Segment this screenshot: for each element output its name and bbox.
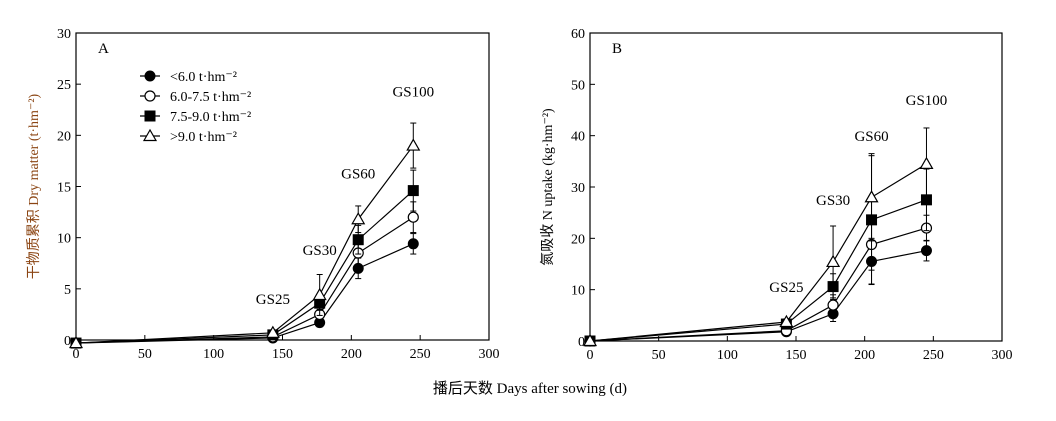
x-axis-label: 播后天数 Days after sowing (d) <box>433 380 627 397</box>
data-point <box>312 287 327 301</box>
legend-label: >9.0 t·hm⁻² <box>170 130 237 145</box>
stage-annotation: GS100 <box>392 84 434 100</box>
legend-marker <box>144 110 156 122</box>
y-tick-label: 15 <box>57 181 71 196</box>
x-tick-label: 200 <box>341 347 362 362</box>
data-point <box>826 254 841 268</box>
y-tick-label: 50 <box>571 78 585 93</box>
y-tick-label: 60 <box>571 27 585 42</box>
stage-annotation: GS60 <box>341 166 375 182</box>
x-tick-label: 0 <box>73 347 80 362</box>
y-tick-label: 10 <box>571 284 585 299</box>
x-tick-label: 250 <box>923 348 944 363</box>
y-tick-label: 25 <box>57 78 71 93</box>
legend-label: 7.5-9.0 t·hm⁻² <box>170 110 251 125</box>
data-point <box>779 314 794 328</box>
series-line <box>589 163 927 342</box>
series-line <box>75 243 414 344</box>
y-tick-label: 5 <box>64 283 71 298</box>
data-point <box>265 325 280 338</box>
stage-annotation: GS25 <box>256 292 290 308</box>
x-tick-label: 50 <box>138 347 152 362</box>
data-point <box>407 211 419 223</box>
x-tick-label: 200 <box>854 348 875 363</box>
panel-label: B <box>612 41 622 57</box>
panel-b: 0 50 100 150 200 250 300 0 10 20 30 40 50 60 氮吸收 N upt… <box>540 27 1013 363</box>
y-tick-label: 40 <box>571 130 585 145</box>
stage-annotation: GS30 <box>816 193 850 209</box>
y-tick-label: 10 <box>57 232 71 247</box>
y-tick-label: 0 <box>64 334 71 349</box>
panel-a: 0 50 100 150 200 250 300 0 5 10 15 20 25 30 干物质累积 Dry … <box>26 27 500 362</box>
y-tick-label: 30 <box>571 181 585 196</box>
x-tick-label: 150 <box>786 348 807 363</box>
x-tick-label: 0 <box>587 348 594 363</box>
stage-annotation: GS25 <box>769 280 803 296</box>
x-tick-label: 50 <box>652 348 666 363</box>
stage-annotation: GS30 <box>303 243 337 259</box>
x-tick-label: 300 <box>992 348 1013 363</box>
x-tick-label: 100 <box>203 347 224 362</box>
data-point <box>920 245 932 257</box>
data-point <box>864 190 879 203</box>
stage-annotation: GS60 <box>854 129 888 145</box>
data-point <box>407 185 419 197</box>
data-point <box>582 333 598 347</box>
x-tick-label: 100 <box>717 348 738 363</box>
data-point <box>827 299 839 311</box>
y-tick-label: 20 <box>57 129 71 144</box>
legend-label: <6.0 t·hm⁻² <box>170 70 237 85</box>
data-point <box>351 212 366 225</box>
legend-marker <box>142 128 158 142</box>
data-point <box>68 335 84 349</box>
y-axis-label: 氮吸收 N uptake (kg·hm⁻²) <box>540 108 556 266</box>
legend-marker <box>144 90 156 102</box>
y-axis-label: 干物质累积 Dry matter (t·hm⁻²) <box>26 93 42 279</box>
data-point <box>406 138 421 151</box>
y-tick-label: 30 <box>57 27 71 42</box>
y-tick-label: 0 <box>578 335 585 350</box>
data-point <box>407 238 419 250</box>
y-tick-label: 20 <box>571 232 585 247</box>
panel-label: A <box>98 41 109 57</box>
legend-marker <box>144 70 156 82</box>
data-point <box>919 156 934 169</box>
x-tick-label: 150 <box>272 347 293 362</box>
x-tick-label: 250 <box>410 347 431 362</box>
stage-annotation: GS100 <box>906 93 948 109</box>
legend-label: 6.0-7.5 t·hm⁻² <box>170 90 251 105</box>
x-tick-label: 300 <box>479 347 500 362</box>
data-point <box>352 234 364 246</box>
